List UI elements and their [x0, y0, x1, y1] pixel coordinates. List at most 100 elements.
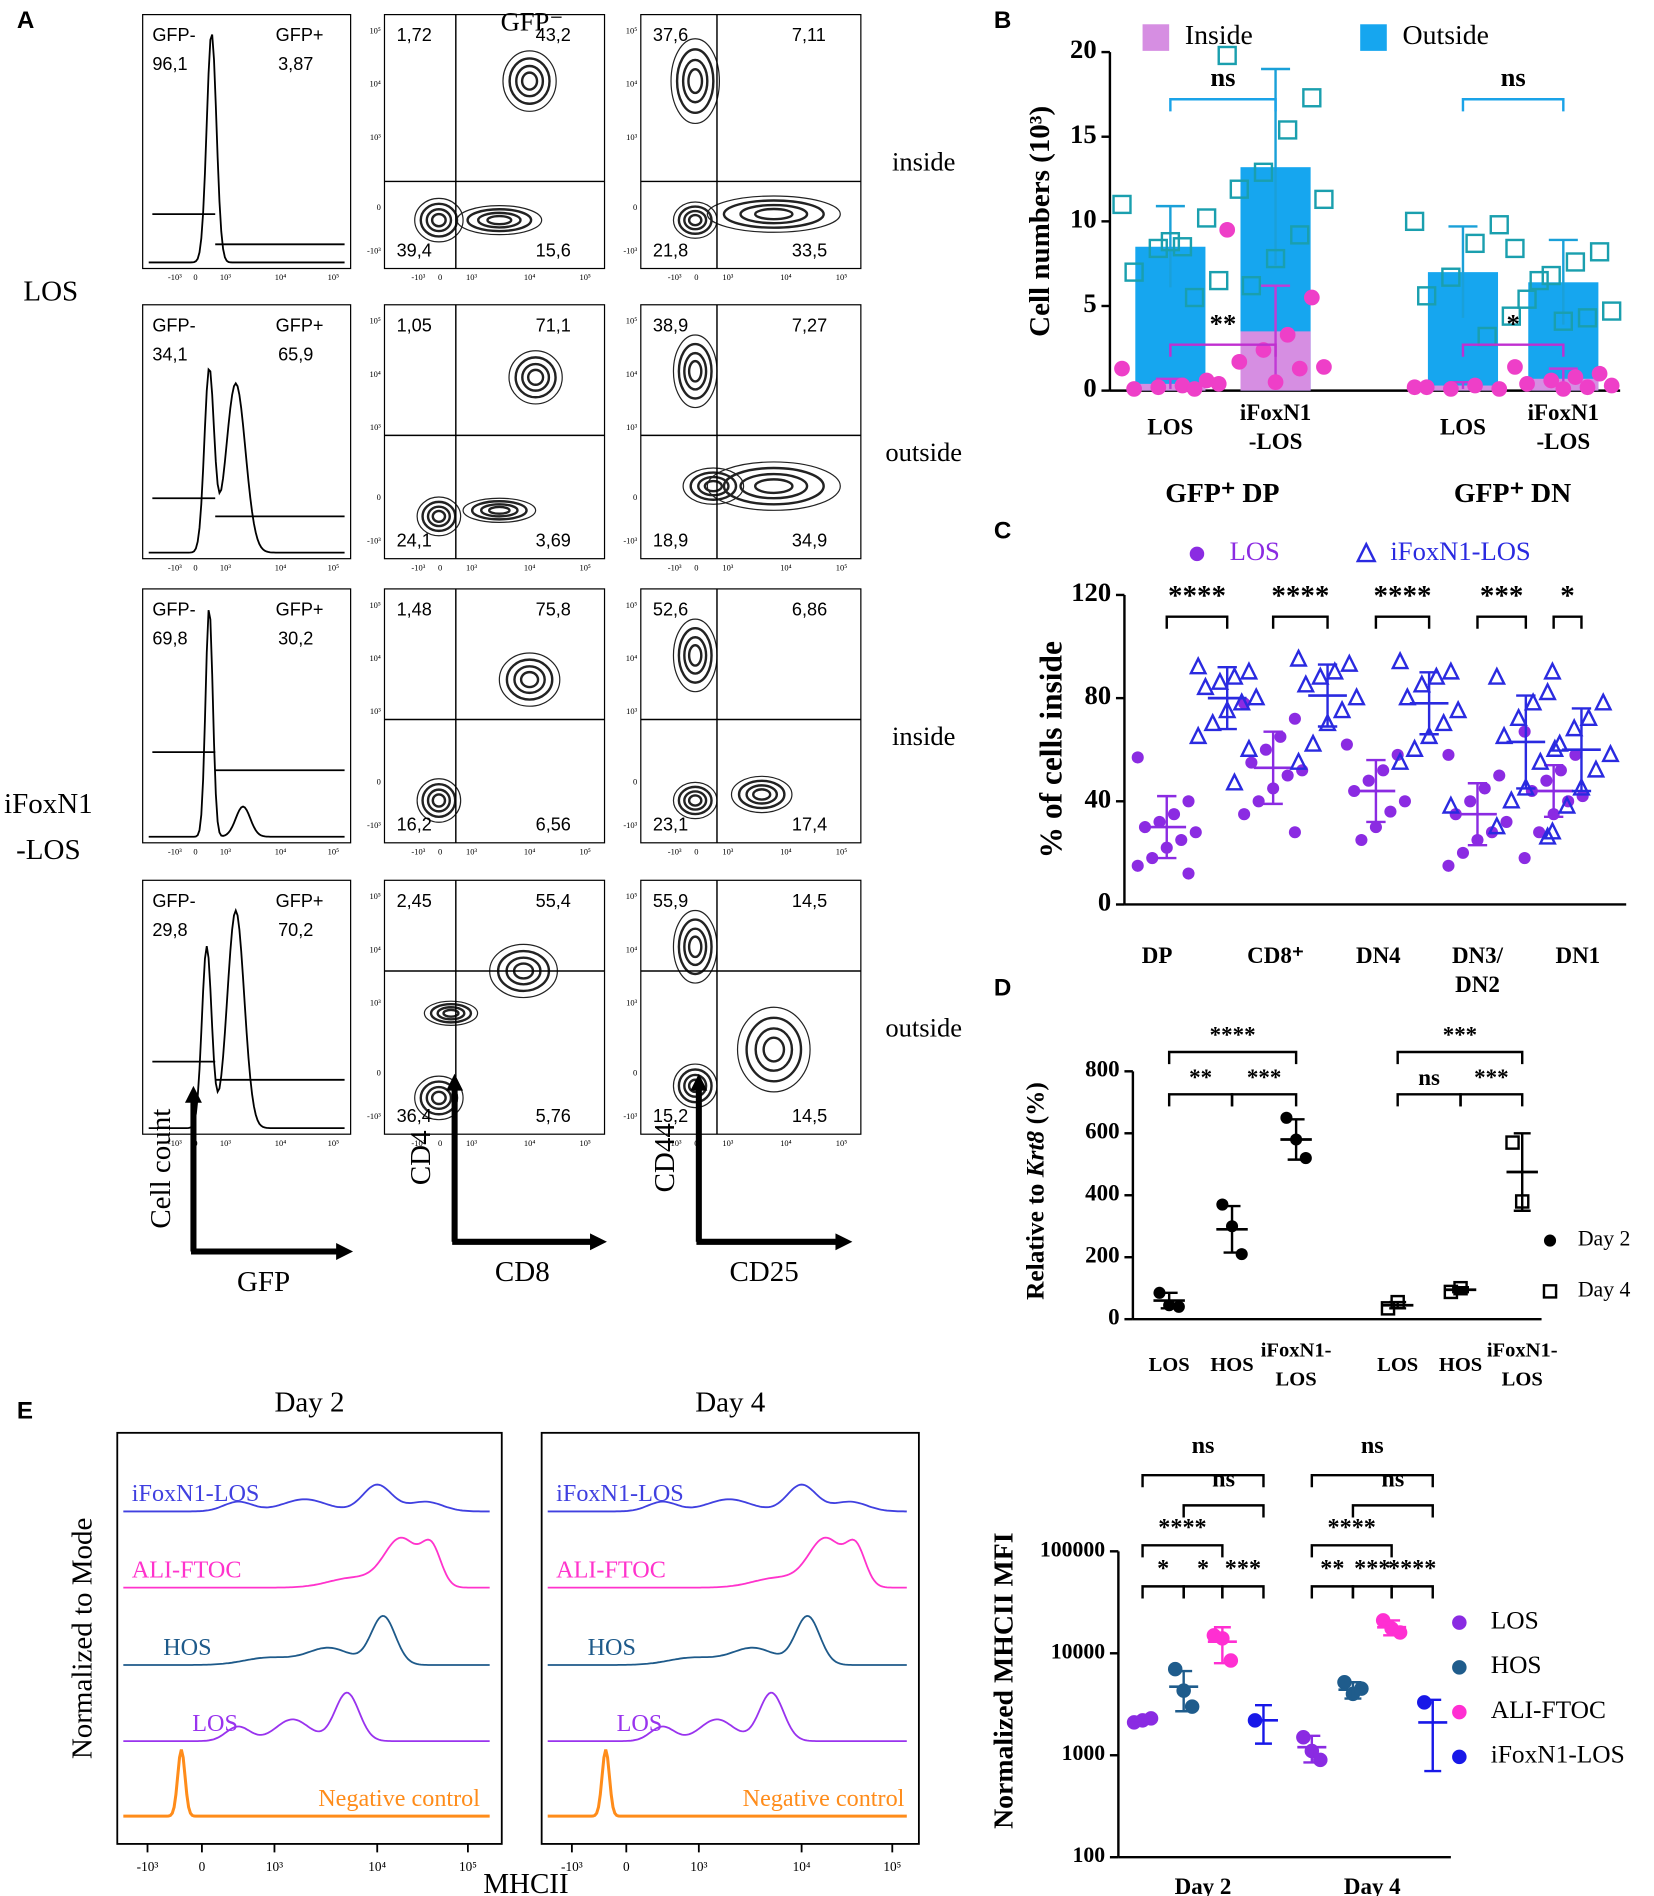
tick-label: 10⁵	[369, 891, 380, 901]
data-point	[1291, 360, 1308, 377]
tick-label: 0	[377, 492, 381, 502]
data-point	[1153, 1286, 1166, 1299]
tick-label: 10³	[370, 422, 381, 432]
data-point	[1529, 270, 1549, 291]
data-point	[1390, 751, 1410, 770]
data-point	[1538, 681, 1557, 701]
tick-label: 10⁴	[780, 846, 791, 856]
data-point	[1405, 738, 1424, 757]
side-label: inside	[892, 721, 956, 751]
data-point	[1289, 648, 1308, 667]
significance-bracket	[1461, 98, 1565, 112]
tick-label: 10⁵	[328, 846, 339, 856]
arrow-head	[446, 1073, 464, 1091]
tick-label: 10⁴	[369, 79, 380, 89]
significance-label: ns	[1418, 1065, 1440, 1090]
legend-label: iFoxN1-LOS	[1390, 536, 1530, 566]
data-point	[1184, 287, 1205, 308]
tick-label: 10⁴	[626, 369, 637, 379]
quadrant-value: 7,27	[792, 315, 827, 335]
contour	[416, 778, 462, 823]
quadrant-value: 7,11	[792, 25, 826, 45]
contour	[677, 785, 713, 816]
data-point	[1174, 377, 1191, 394]
tick-label: -10³	[168, 1138, 182, 1148]
group-label: -LOS	[16, 834, 80, 866]
data-point	[1126, 381, 1142, 397]
contour	[722, 199, 825, 229]
contour	[682, 467, 745, 505]
y-tick-label: 100	[1072, 1843, 1105, 1867]
data-point	[1313, 1752, 1328, 1768]
contour	[677, 626, 713, 684]
data-point	[1239, 661, 1259, 680]
x-tick-label: DN3/	[1452, 943, 1504, 968]
histogram-curve	[148, 367, 345, 554]
y-axis-label: Relative to Krt8 (%)	[1021, 1082, 1049, 1300]
contour	[508, 350, 563, 405]
tick-label: 10⁵	[579, 562, 590, 572]
data-point	[1487, 815, 1507, 835]
tick-label: 10⁴	[369, 653, 380, 663]
data-point	[1210, 671, 1230, 690]
gate-value: 29,8	[152, 920, 187, 940]
data-point	[1340, 653, 1359, 672]
sample-label: HOS	[163, 1634, 211, 1661]
data-point	[1196, 208, 1217, 228]
tick-label: -10³	[623, 246, 637, 256]
tick-label: -10³	[623, 820, 637, 830]
x-tick-label: -LOS	[1537, 429, 1591, 454]
data-point	[1417, 286, 1437, 306]
significance-label: ***	[1247, 1065, 1281, 1090]
data-point	[1404, 211, 1425, 232]
tick-label: 10⁵	[836, 562, 847, 572]
x-tick-label: 10⁵	[883, 1859, 901, 1874]
gate-value: 70,2	[278, 920, 313, 940]
data-point	[1279, 326, 1296, 343]
sample-label: Negative control	[743, 1785, 905, 1812]
histogram-curve	[148, 907, 345, 1130]
data-point	[1150, 379, 1167, 396]
data-point	[1303, 289, 1320, 306]
quadrant-value: 1,72	[397, 25, 432, 45]
tick-label: 10⁴	[780, 562, 791, 572]
data-point	[1302, 88, 1322, 108]
data-point	[1507, 359, 1523, 375]
y-tick-label: 0	[1098, 887, 1111, 917]
tick-label: 10³	[466, 846, 477, 856]
data-point	[1267, 374, 1284, 391]
tick-label: 10³	[466, 1138, 477, 1148]
plot-frame	[116, 1431, 503, 1845]
contour	[687, 644, 703, 667]
significance-label: ***	[1443, 1023, 1477, 1048]
gate-label: GFP+	[276, 599, 324, 619]
side-label: outside	[885, 437, 962, 467]
gate-value: 30,2	[278, 628, 313, 648]
quadrant-value: 71,1	[536, 315, 571, 335]
significance-bracket	[1182, 1504, 1265, 1518]
data-point	[1229, 179, 1249, 199]
y-tick-label: 0	[1083, 373, 1096, 403]
quadrant-value: 1,48	[397, 599, 432, 619]
plot-frame	[142, 304, 352, 560]
data-point	[1567, 369, 1584, 385]
tick-label: 10⁵	[369, 600, 380, 610]
data-point	[1219, 221, 1236, 238]
y-axis-label-part: Relative to	[1021, 1177, 1049, 1300]
data-point	[1419, 725, 1439, 745]
tick-label: 10³	[626, 998, 637, 1008]
legend-label: HOS	[1491, 1651, 1542, 1679]
tick-label: 10³	[626, 706, 637, 716]
significance-label: ****	[1158, 1514, 1206, 1541]
contour	[722, 466, 825, 506]
data-point	[1277, 120, 1298, 140]
tick-label: 10³	[370, 998, 381, 1008]
contour	[677, 1068, 713, 1104]
significance-label: **	[1210, 309, 1237, 339]
data-point	[1427, 666, 1446, 685]
quadrant-value: 55,4	[536, 891, 571, 911]
tick-label: 10⁴	[626, 79, 637, 89]
tick-label: 10⁵	[369, 25, 380, 35]
contour	[683, 790, 708, 811]
data-point	[1316, 359, 1332, 375]
